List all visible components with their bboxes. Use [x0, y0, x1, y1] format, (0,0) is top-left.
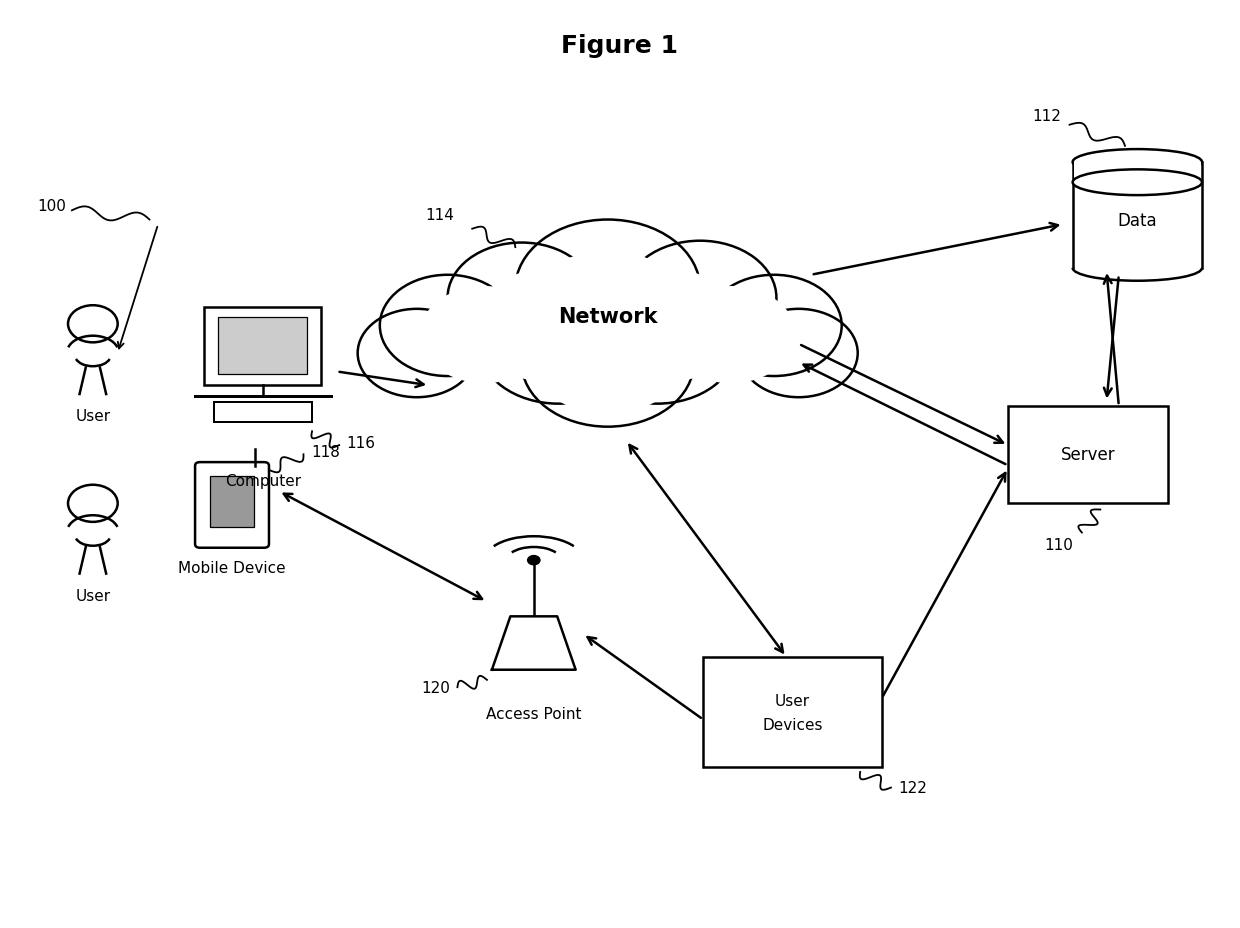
Text: Figure 1: Figure 1 — [562, 33, 678, 58]
Text: 100: 100 — [37, 199, 66, 214]
FancyBboxPatch shape — [195, 463, 269, 548]
FancyBboxPatch shape — [1008, 406, 1168, 503]
Text: 110: 110 — [1044, 537, 1074, 552]
Circle shape — [624, 241, 776, 355]
Circle shape — [472, 271, 620, 381]
FancyBboxPatch shape — [213, 403, 312, 422]
Circle shape — [528, 556, 539, 565]
Circle shape — [577, 285, 737, 405]
Circle shape — [667, 288, 795, 383]
Circle shape — [448, 243, 595, 354]
Text: User: User — [76, 588, 110, 603]
Text: 112: 112 — [1032, 109, 1061, 123]
Text: Computer: Computer — [224, 473, 301, 488]
Ellipse shape — [1073, 150, 1202, 175]
FancyBboxPatch shape — [205, 308, 321, 386]
FancyBboxPatch shape — [1074, 162, 1200, 183]
Circle shape — [516, 220, 701, 358]
Text: 120: 120 — [422, 680, 450, 695]
Circle shape — [595, 271, 743, 381]
Circle shape — [420, 288, 548, 383]
Text: 114: 114 — [425, 208, 454, 223]
Circle shape — [522, 252, 694, 381]
Text: Data: Data — [1117, 212, 1157, 229]
Text: Mobile Device: Mobile Device — [179, 561, 286, 575]
Text: 118: 118 — [311, 445, 340, 459]
Text: Devices: Devices — [763, 716, 822, 732]
FancyBboxPatch shape — [210, 476, 254, 527]
Circle shape — [707, 276, 842, 377]
FancyBboxPatch shape — [703, 657, 882, 767]
Text: Network: Network — [558, 307, 657, 327]
Circle shape — [739, 310, 858, 398]
Text: 122: 122 — [898, 780, 928, 795]
Text: 116: 116 — [346, 435, 376, 450]
Circle shape — [379, 276, 516, 377]
Circle shape — [357, 310, 476, 398]
FancyBboxPatch shape — [218, 317, 308, 375]
Text: User: User — [775, 693, 810, 708]
FancyBboxPatch shape — [1073, 162, 1202, 268]
Circle shape — [528, 294, 688, 413]
Text: User: User — [76, 409, 110, 424]
Circle shape — [522, 299, 694, 427]
Polygon shape — [492, 617, 575, 670]
Ellipse shape — [1073, 170, 1202, 196]
Text: Server: Server — [1060, 445, 1115, 464]
Circle shape — [479, 285, 639, 405]
Text: Access Point: Access Point — [486, 706, 582, 721]
